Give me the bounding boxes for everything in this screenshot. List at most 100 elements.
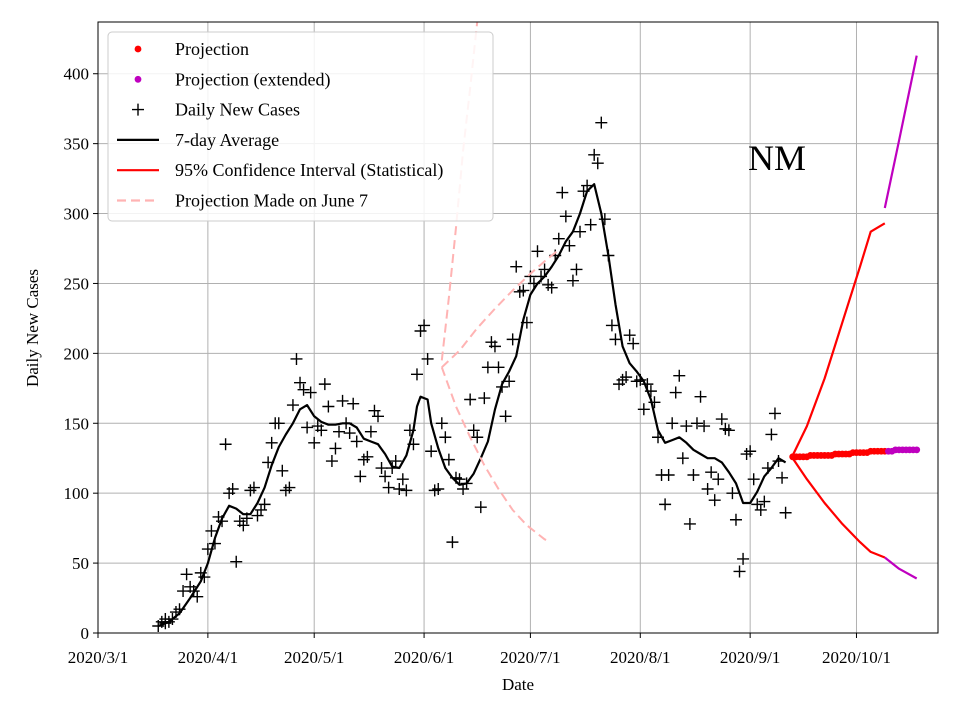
case-marker <box>708 494 721 507</box>
case-marker <box>276 464 289 477</box>
case-marker <box>737 552 750 565</box>
case-marker <box>673 369 686 382</box>
case-marker <box>258 498 271 511</box>
x-tick-label: 2020/8/1 <box>610 648 670 667</box>
case-marker <box>637 403 650 416</box>
case-marker <box>683 517 696 530</box>
y-axis-label: Daily New Cases <box>23 269 42 387</box>
case-marker <box>382 481 395 494</box>
95-ci-lower-extended-series <box>884 556 918 580</box>
case-marker <box>591 157 604 170</box>
case-marker <box>425 445 438 458</box>
legend-entry-projection: Projection <box>134 39 249 59</box>
case-marker <box>329 442 342 455</box>
case-marker <box>666 417 679 430</box>
case-marker <box>552 232 565 245</box>
legend-marker <box>132 103 144 116</box>
case-marker <box>219 438 232 451</box>
case-marker <box>396 473 409 486</box>
case-marker <box>294 376 307 389</box>
case-marker <box>471 431 484 444</box>
legend-label: 7-day Average <box>175 130 279 150</box>
case-marker <box>744 445 757 458</box>
case-marker <box>265 436 278 449</box>
x-tick-label: 2020/6/1 <box>394 648 454 667</box>
case-marker <box>322 400 335 413</box>
y-tick-label: 50 <box>72 554 89 573</box>
projection-extended-series <box>884 446 921 455</box>
x-tick-label: 2020/5/1 <box>284 648 344 667</box>
case-marker <box>308 436 321 449</box>
case-marker <box>354 470 367 483</box>
case-marker <box>272 417 285 430</box>
x-tick-label: 2020/3/1 <box>68 648 128 667</box>
case-marker <box>421 352 434 365</box>
95-ci-lower-series <box>791 457 886 559</box>
case-marker <box>779 506 792 519</box>
case-marker <box>620 371 633 384</box>
legend-label: Projection (extended) <box>175 69 330 90</box>
case-marker <box>584 218 597 231</box>
case-marker <box>439 431 452 444</box>
case-marker <box>301 421 314 434</box>
case-marker <box>722 424 735 437</box>
case-marker <box>177 585 190 598</box>
case-marker <box>690 417 703 430</box>
case-marker <box>556 186 569 199</box>
legend-box <box>107 31 494 222</box>
projection-made-on-june-7-lower-series <box>440 366 549 542</box>
plot-frame <box>97 21 939 634</box>
case-marker <box>481 361 494 374</box>
case-marker <box>435 417 448 430</box>
case-marker <box>379 470 392 483</box>
case-marker <box>733 565 746 578</box>
case-marker <box>372 410 384 423</box>
95-ci-upper-series <box>791 222 886 456</box>
case-marker <box>726 487 739 500</box>
y-tick-label: 250 <box>64 274 90 293</box>
case-marker <box>180 568 193 581</box>
case-marker <box>191 590 204 603</box>
case-marker <box>230 555 243 568</box>
case-marker <box>559 210 572 223</box>
case-marker <box>506 333 519 346</box>
legend-entry-projection-made-on-june-7: Projection Made on June 7 <box>117 191 368 211</box>
case-marker <box>347 397 360 410</box>
7-day-average-series <box>157 183 787 628</box>
legend-entry-projection-extended: Projection (extended) <box>134 69 330 90</box>
case-marker <box>318 378 331 391</box>
case-marker <box>605 319 618 332</box>
legend-marker <box>134 45 142 53</box>
y-tick-label: 400 <box>64 65 90 84</box>
case-marker <box>336 394 349 407</box>
case-marker <box>400 484 413 497</box>
case-marker <box>662 469 675 482</box>
case-marker <box>694 390 707 403</box>
y-tick-label: 350 <box>64 135 90 154</box>
case-marker <box>566 274 579 287</box>
case-marker <box>563 239 576 252</box>
legend-label: Daily New Cases <box>175 100 300 120</box>
95-ci-lower-line <box>791 457 886 559</box>
case-marker <box>297 383 310 396</box>
legend-entry-95-confidence-interval-statistical: 95% Confidence Interval (Statistical) <box>117 160 443 181</box>
x-tick-label: 2020/4/1 <box>178 648 238 667</box>
case-marker <box>247 481 260 494</box>
legend-entry-7-day-average: 7-day Average <box>117 130 279 150</box>
case-marker <box>570 263 583 276</box>
case-marker <box>588 148 601 161</box>
95-ci-upper-line <box>791 222 886 456</box>
x-tick-label: 2020/9/1 <box>720 648 780 667</box>
case-marker <box>364 425 377 438</box>
case-marker <box>499 410 512 423</box>
case-marker <box>343 427 356 440</box>
case-marker <box>325 455 338 468</box>
case-marker <box>205 524 218 537</box>
case-marker <box>453 473 466 486</box>
case-marker <box>478 392 491 405</box>
case-marker <box>410 368 423 381</box>
case-marker <box>701 482 714 495</box>
case-marker <box>659 498 672 511</box>
case-marker <box>286 399 299 412</box>
